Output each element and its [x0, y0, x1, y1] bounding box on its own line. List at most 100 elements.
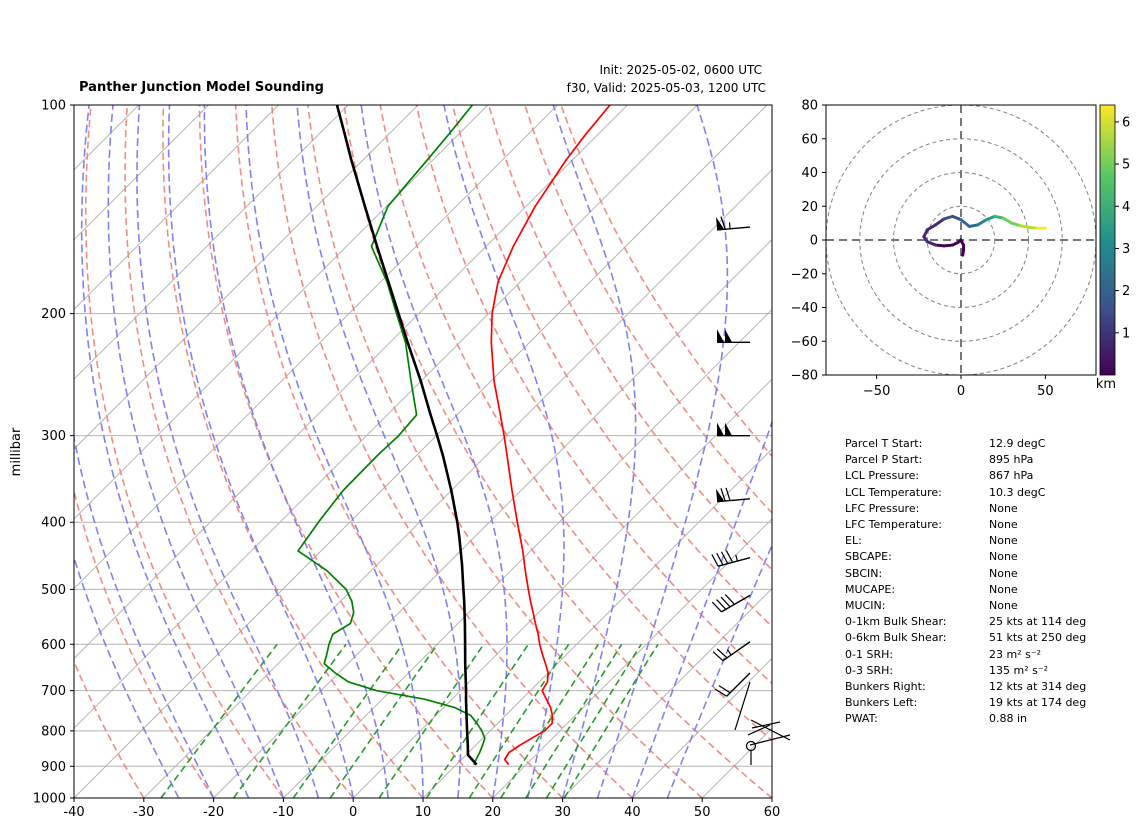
hodograph-segment — [934, 217, 946, 227]
param-row: PWAT: 0.88 in — [845, 711, 1086, 727]
low-level-wind-barbs — [734, 681, 791, 765]
wind-barb-staff — [726, 672, 751, 697]
x-tick-label: 40 — [624, 805, 641, 820]
wind-barb — [715, 672, 751, 697]
wind-barb-half-flag — [728, 222, 731, 229]
param-value: None — [989, 566, 1018, 580]
hodograph-segment — [984, 214, 997, 222]
x-tick-label: 30 — [554, 805, 571, 820]
isotherm — [74, 105, 279, 311]
wind-barb-staff — [734, 681, 751, 731]
moist-adiabat — [296, 105, 462, 798]
hodograph-segment — [925, 223, 938, 232]
hodo-y-tick-label: 20 — [801, 200, 818, 215]
mixing-ratio-line — [160, 643, 278, 798]
colorbar-tick-label: 2 — [1122, 284, 1130, 299]
wind-barb-flag — [712, 651, 724, 662]
wind-barb — [711, 594, 751, 613]
y-tick-label: 600 — [41, 638, 66, 653]
isotherm — [74, 105, 768, 798]
isotherm — [74, 105, 489, 520]
parcel-path-line — [335, 105, 478, 766]
dry-adiabat — [74, 487, 215, 798]
param-row: 0-6km Bulk Shear: 51 kts at 250 deg — [845, 630, 1086, 646]
param-label: SBCIN: — [845, 566, 883, 580]
x-tick-label: 10 — [415, 805, 432, 820]
y-tick-label: 900 — [41, 760, 66, 775]
param-row: LFC Temperature: None — [845, 517, 1086, 533]
hodo-x-tick-label: 0 — [957, 384, 965, 399]
param-label: 0-6km Bulk Shear: — [845, 631, 947, 645]
wind-barb-staff — [722, 641, 751, 662]
param-value: 19 kts at 174 deg — [989, 696, 1087, 710]
colorbar-tick-label: 6 — [1122, 115, 1130, 130]
wind-barb-flag — [720, 488, 726, 502]
dry-adiabat — [524, 105, 772, 515]
wind-barb-pennant — [725, 422, 732, 436]
param-label: LCL Pressure: — [845, 469, 920, 483]
mixing-ratio-line — [292, 643, 404, 798]
mixing-ratio-line — [232, 643, 347, 798]
isotherm — [422, 448, 772, 798]
colorbar-label: km — [1096, 377, 1116, 392]
x-tick-label: 20 — [485, 805, 502, 820]
y-tick-label: 200 — [41, 307, 66, 322]
param-value: None — [989, 582, 1018, 596]
wind-barb-flag — [716, 599, 727, 610]
wind-barb-pennant — [717, 329, 724, 343]
y-tick-label: 500 — [41, 583, 66, 598]
dry-adiabat — [415, 105, 772, 685]
isotherm — [283, 308, 772, 798]
moist-adiabat — [74, 555, 180, 798]
init-time-label: Init: 2025-05-02, 0600 UTC — [599, 63, 762, 77]
y-tick-label: 100 — [41, 99, 66, 114]
wind-barb — [717, 422, 750, 437]
wind-barb-staff — [749, 734, 791, 746]
param-label: Bunkers Left: — [845, 696, 918, 710]
wind-barb-flag — [720, 551, 729, 564]
wind-barb-flag — [720, 596, 731, 608]
hodograph-plot-area — [826, 105, 1096, 375]
temperature-line — [490, 105, 611, 766]
mixing-ratio-line — [329, 643, 439, 798]
wind-barb-staff — [717, 498, 751, 503]
isotherm — [562, 587, 772, 798]
isotherm — [74, 105, 349, 380]
param-label: LFC Temperature: — [845, 518, 943, 532]
hodograph-segment — [1001, 216, 1014, 225]
param-row: SBCAPE: None — [845, 549, 1086, 565]
param-value: 25 kts at 114 deg — [989, 615, 1087, 629]
wind-barb-half-flag — [726, 649, 732, 656]
param-label: Parcel P Start: — [845, 453, 923, 467]
wind-barb — [711, 550, 751, 567]
param-value: 867 hPa — [989, 469, 1034, 483]
hodo-y-tick-label: 60 — [801, 132, 818, 147]
moist-adiabat — [203, 105, 389, 798]
param-label: MUCIN: — [845, 599, 886, 613]
dry-adiabat — [379, 105, 772, 742]
hodograph-colorbar — [1099, 104, 1116, 376]
param-value: 0.88 in — [989, 712, 1028, 726]
wind-barb-flag — [716, 552, 724, 566]
hodo-y-tick-label: −40 — [791, 301, 818, 316]
colorbar-tick-label: 5 — [1122, 158, 1130, 173]
hodo-y-tick-label: −20 — [791, 267, 818, 282]
param-row: Parcel P Start: 895 hPa — [845, 452, 1086, 468]
isotherm — [74, 105, 419, 450]
param-value: 135 m² s⁻² — [989, 663, 1049, 677]
param-row: LCL Temperature: 10.3 degC — [845, 485, 1086, 501]
isotherm — [632, 657, 772, 798]
y-tick-label: 300 — [41, 429, 66, 444]
param-label: MUCAPE: — [845, 582, 896, 596]
isotherm — [352, 378, 772, 798]
wind-barb — [717, 329, 750, 343]
hodo-y-tick-label: 40 — [801, 166, 818, 181]
x-tick-label: -20 — [203, 805, 224, 820]
colorbar-tick-label: 3 — [1122, 242, 1130, 257]
param-value: 51 kts at 250 deg — [989, 631, 1087, 645]
wind-barb-staff — [747, 724, 771, 736]
wind-barb-staff — [751, 721, 781, 729]
hodo-y-tick-label: 0 — [810, 234, 818, 249]
param-value: None — [989, 599, 1018, 613]
